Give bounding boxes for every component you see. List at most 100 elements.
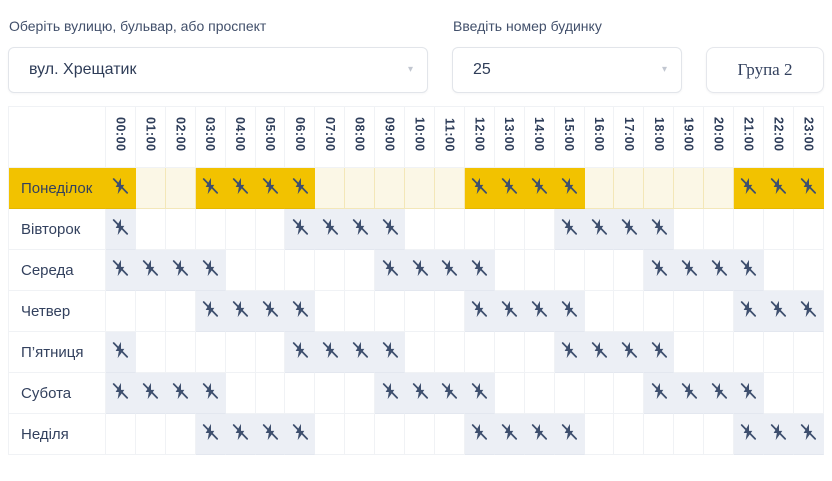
hour-header: 00:00 xyxy=(106,107,136,168)
outage-cell xyxy=(734,414,764,455)
outage-cell xyxy=(106,209,136,250)
schedule-cell xyxy=(315,168,346,209)
power-off-icon xyxy=(649,340,669,360)
day-label: Вівторок xyxy=(9,209,106,250)
hour-header: 23:00 xyxy=(793,107,824,168)
power-off-icon xyxy=(110,176,130,196)
schedule-cell xyxy=(315,373,346,414)
schedule-body: Понеділок Вівторок Середа Четвер П’ятниця Суб… xyxy=(9,168,824,455)
outage-cell xyxy=(225,414,256,455)
power-off-icon xyxy=(589,340,609,360)
schedule-cell xyxy=(763,373,794,414)
outage-cell xyxy=(464,168,495,209)
power-off-icon xyxy=(469,176,489,196)
building-field: Введіть номер будинку 25 ▾ xyxy=(452,10,682,93)
power-off-icon xyxy=(768,422,788,442)
outage-cell xyxy=(375,250,406,291)
chevron-down-icon: ▾ xyxy=(661,64,667,75)
outage-cell xyxy=(554,209,585,250)
outage-cell xyxy=(225,291,256,332)
schedule-cell xyxy=(674,332,705,373)
schedule-row: П’ятниця xyxy=(9,332,824,373)
schedule-cell xyxy=(584,414,615,455)
power-off-icon xyxy=(290,422,310,442)
outage-cell xyxy=(434,373,465,414)
schedule-cell xyxy=(464,332,495,373)
street-select[interactable]: вул. Хрещатик ▾ xyxy=(8,47,428,93)
schedule-cell xyxy=(704,209,735,250)
schedule-cell xyxy=(524,209,555,250)
power-off-icon xyxy=(290,340,310,360)
power-off-icon xyxy=(798,422,818,442)
outage-cell xyxy=(106,373,136,414)
power-off-icon xyxy=(559,299,579,319)
power-off-icon xyxy=(499,299,519,319)
outage-cell xyxy=(405,373,435,414)
schedule-cell xyxy=(405,291,435,332)
outage-cell xyxy=(285,209,316,250)
schedule-cell xyxy=(375,414,406,455)
schedule-cell xyxy=(165,168,196,209)
outage-cell xyxy=(554,291,585,332)
outage-cell xyxy=(195,373,226,414)
power-off-icon xyxy=(469,381,489,401)
hour-header: 16:00 xyxy=(584,107,615,168)
power-off-icon xyxy=(230,422,250,442)
outage-cell xyxy=(494,168,525,209)
schedule-cell xyxy=(405,168,435,209)
schedule-cell xyxy=(763,250,794,291)
schedule-cell xyxy=(584,168,615,209)
power-off-icon xyxy=(170,381,190,401)
schedule-cell xyxy=(614,373,645,414)
outage-cell xyxy=(554,168,585,209)
schedule-cell xyxy=(165,414,196,455)
schedule-cell xyxy=(434,209,465,250)
outage-cell xyxy=(704,373,735,414)
schedule-cell xyxy=(255,332,286,373)
schedule-row: Середа xyxy=(9,250,824,291)
outage-cell xyxy=(494,414,525,455)
outage-cell xyxy=(793,291,824,332)
outage-cell xyxy=(106,168,136,209)
power-off-icon xyxy=(380,258,400,278)
schedule-cell xyxy=(614,291,645,332)
schedule-cell xyxy=(554,250,585,291)
power-off-icon xyxy=(679,381,699,401)
schedule-cell xyxy=(584,250,615,291)
day-label: Неділя xyxy=(9,414,106,455)
schedule-table: 00:00 01:00 02:00 03:00 04:00 05:00 06:00 07:00… xyxy=(8,106,824,455)
outage-cell xyxy=(135,373,166,414)
group-badge[interactable]: Група 2 xyxy=(706,47,824,93)
schedule-cell xyxy=(763,332,794,373)
schedule-cell xyxy=(135,414,166,455)
schedule-cell xyxy=(225,332,256,373)
hour-header: 18:00 xyxy=(644,107,675,168)
schedule-cell xyxy=(285,373,316,414)
power-off-icon xyxy=(768,299,788,319)
schedule-cell xyxy=(494,332,525,373)
day-label: Четвер xyxy=(9,291,106,332)
power-off-icon xyxy=(798,176,818,196)
schedule-cell xyxy=(375,291,406,332)
schedule-cell xyxy=(345,168,376,209)
outage-cell xyxy=(315,332,346,373)
outage-cell xyxy=(524,168,555,209)
schedule-cell xyxy=(704,291,735,332)
schedule-cell xyxy=(734,209,764,250)
outage-cell xyxy=(405,250,435,291)
outage-cell xyxy=(255,414,286,455)
outage-cell xyxy=(106,332,136,373)
building-select[interactable]: 25 ▾ xyxy=(452,47,682,93)
schedule-cell xyxy=(405,414,435,455)
hour-header: 04:00 xyxy=(225,107,256,168)
schedule-cell xyxy=(165,332,196,373)
chevron-down-icon: ▾ xyxy=(407,64,413,75)
power-off-icon xyxy=(200,258,220,278)
filter-bar: Оберіть вулицю, бульвар, або проспект ву… xyxy=(8,10,824,93)
schedule-cell xyxy=(644,291,675,332)
schedule-cell xyxy=(674,168,705,209)
outage-cell xyxy=(614,332,645,373)
schedule-cell xyxy=(135,209,166,250)
outage-cell xyxy=(524,414,555,455)
power-off-icon xyxy=(200,176,220,196)
